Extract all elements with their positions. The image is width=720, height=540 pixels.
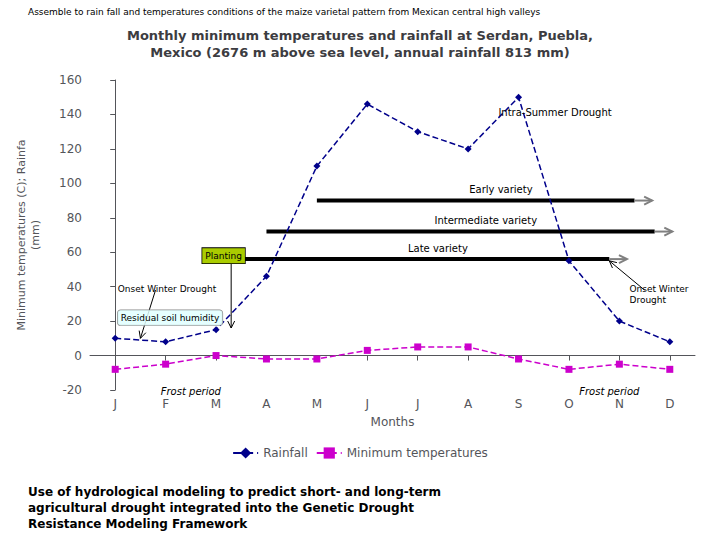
svg-text:Drought: Drought [629,295,666,305]
svg-text:J: J [365,397,370,411]
svg-text:Frost period: Frost period [579,386,640,397]
svg-text:Intermediate variety: Intermediate variety [434,215,537,226]
svg-text:M: M [312,397,322,411]
svg-text:160: 160 [59,73,82,87]
svg-text:Resistance Modeling Framework: Resistance Modeling Framework [28,517,248,531]
svg-text:Late variety: Late variety [408,243,468,254]
svg-text:Intra-Summer Drought: Intra-Summer Drought [498,107,611,118]
svg-text:Planting: Planting [205,251,242,261]
svg-text:S: S [515,397,523,411]
svg-text:80: 80 [67,211,82,225]
svg-text:Minimum temperatures: Minimum temperatures [347,446,488,460]
svg-text:Rainfall: Rainfall [263,446,308,460]
svg-text:20: 20 [67,314,82,328]
svg-text:N: N [615,397,624,411]
svg-text:140: 140 [59,107,82,121]
svg-text:Early variety: Early variety [469,184,532,195]
svg-text:Frost period: Frost period [161,386,222,397]
svg-text:J: J [112,397,117,411]
svg-text:(mm): (mm) [29,220,42,250]
svg-text:D: D [665,397,674,411]
svg-text:Mexico (2676 m above sea level: Mexico (2676 m above sea level, annual r… [150,45,569,60]
svg-text:Onset Winter: Onset Winter [629,284,688,294]
svg-text:A: A [464,397,473,411]
svg-text:Residual soil humidity: Residual soil humidity [121,313,220,323]
svg-text:Use of hydrological modeling t: Use of hydrological modeling to predict … [28,485,441,499]
svg-text:Onset Winter Drought: Onset Winter Drought [118,284,217,294]
svg-text:M: M [211,397,221,411]
svg-text:-20: -20 [62,383,82,397]
svg-text:100: 100 [59,176,82,190]
svg-text:O: O [564,397,573,411]
svg-text:Minimum temperatures (C); Rain: Minimum temperatures (C); Rainfa [15,139,28,330]
svg-text:40: 40 [67,280,82,294]
svg-text:Monthly minimum temperatures a: Monthly minimum temperatures and rainfal… [127,28,593,43]
svg-text:120: 120 [59,142,82,156]
svg-text:Assemble to rain fall and temp: Assemble to rain fall and temperatures c… [28,7,541,17]
svg-text:J: J [415,397,420,411]
svg-text:A: A [262,397,271,411]
svg-text:F: F [162,397,169,411]
svg-text:60: 60 [67,245,82,259]
svg-text:0: 0 [74,349,82,363]
svg-text:Months: Months [371,415,415,429]
svg-text:agricultural drought integrate: agricultural drought integrated into the… [28,501,414,515]
